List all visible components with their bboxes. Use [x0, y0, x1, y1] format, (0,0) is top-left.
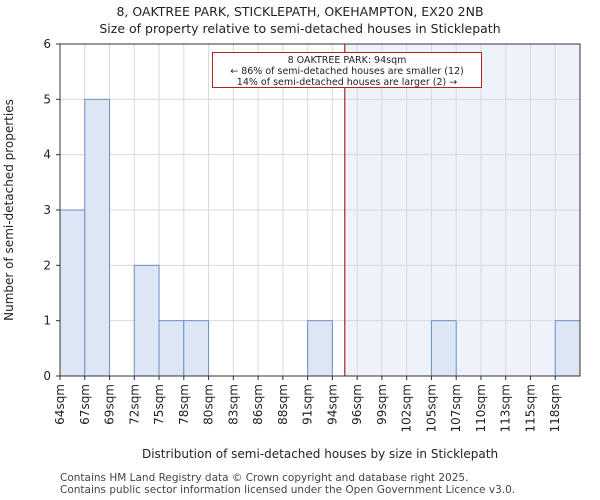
x-tick-label: 96sqm — [350, 384, 364, 425]
x-tick-label: 80sqm — [202, 384, 216, 425]
x-tick-label: 91sqm — [301, 384, 315, 425]
bar — [59, 209, 86, 377]
x-tick-label: 67sqm — [78, 384, 92, 425]
property-annotation-box: 8 OAKTREE PARK: 94sqm ← 86% of semi-deta… — [212, 52, 482, 88]
footer-copyright: Contains HM Land Registry data © Crown c… — [60, 472, 469, 484]
y-tick-label: 6 — [43, 37, 51, 51]
x-tick-label: 86sqm — [251, 384, 265, 425]
x-tick-label: 72sqm — [127, 384, 141, 425]
x-tick-label: 94sqm — [325, 384, 339, 425]
bar — [307, 320, 333, 377]
x-tick-label: 118sqm — [548, 384, 562, 432]
chart-subtitle: Size of property relative to semi-detach… — [99, 21, 501, 36]
x-tick-label: 64sqm — [53, 384, 67, 425]
bar — [183, 320, 210, 377]
bar — [133, 264, 160, 377]
x-tick-label: 102sqm — [400, 384, 414, 432]
x-axis-label: Distribution of semi-detached houses by … — [142, 447, 498, 461]
x-tick-label: 78sqm — [177, 384, 191, 425]
bar — [158, 320, 185, 377]
x-tick-label: 83sqm — [226, 384, 240, 425]
chart-title: 8, OAKTREE PARK, STICKLEPATH, OKEHAMPTON… — [116, 4, 484, 19]
y-tick-label: 1 — [43, 314, 51, 328]
annotation-line-2: ← 86% of semi-detached houses are smalle… — [230, 66, 464, 77]
bar — [430, 320, 457, 377]
annotation-line-1: 8 OAKTREE PARK: 94sqm — [287, 55, 407, 66]
x-tick-label: 88sqm — [276, 384, 290, 425]
bar — [554, 320, 581, 377]
y-tick-label: 4 — [43, 148, 51, 162]
bar — [84, 98, 111, 377]
y-axis-label: Number of semi-detached properties — [2, 99, 16, 321]
x-tick-label: 105sqm — [424, 384, 438, 432]
footer-licence: Contains public sector information licen… — [60, 484, 516, 496]
y-tick-label: 2 — [43, 258, 51, 272]
x-tick-label: 69sqm — [103, 384, 117, 425]
annotation-line-3: 14% of semi-detached houses are larger (… — [236, 77, 458, 88]
plot-frame — [59, 43, 581, 377]
x-tick-label: 75sqm — [152, 384, 166, 425]
x-tick-label: 99sqm — [375, 384, 389, 425]
x-tick-label: 107sqm — [449, 384, 463, 432]
y-tick-label: 3 — [43, 203, 51, 217]
x-tick-label: 113sqm — [499, 384, 513, 432]
y-tick-label: 0 — [43, 369, 51, 383]
x-tick-label: 115sqm — [523, 384, 537, 432]
y-tick-label: 5 — [43, 92, 51, 106]
x-tick-label: 110sqm — [474, 384, 488, 432]
